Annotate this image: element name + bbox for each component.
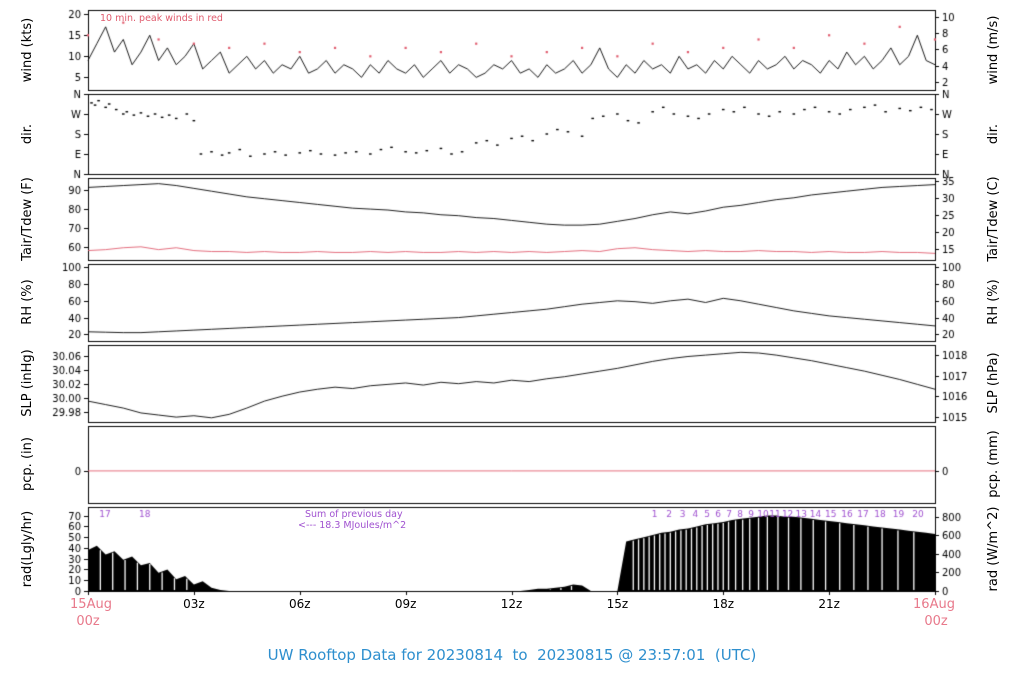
x-tick-label-15z: 15z — [606, 597, 629, 611]
x-tick-label-12z: 12z — [500, 597, 523, 611]
figure-title: UW Rooftop Data for 20230814 to 20230815… — [267, 646, 757, 664]
x-tick-label-18z: 18z — [712, 597, 735, 611]
x-tick-label-03z: 03z — [183, 597, 205, 611]
x-tick-label-09z: 09z — [394, 597, 417, 611]
x-axis-start-date: 15Aug — [70, 597, 112, 612]
x-axis-end-hour: 00z — [924, 614, 948, 629]
peak-winds-note: 10 min. peak winds in red — [100, 13, 223, 24]
meteogram-canvas — [0, 0, 1024, 600]
radiation-sum-note-line2: <--- 18.3 MJoules/m^2 — [298, 520, 407, 531]
x-axis-start-hour: 00z — [76, 614, 100, 629]
radiation-sum-note-line1: Sum of previous day — [305, 509, 403, 520]
x-tick-label-21z: 21z — [818, 597, 840, 611]
axis-title-rad-right: rad (W/m^2) — [986, 506, 1001, 592]
axis-title-rad-left: rad(Lgly/hr) — [20, 510, 35, 588]
x-axis-end-date: 16Aug — [913, 597, 955, 612]
x-tick-label-06z: 06z — [288, 597, 311, 611]
